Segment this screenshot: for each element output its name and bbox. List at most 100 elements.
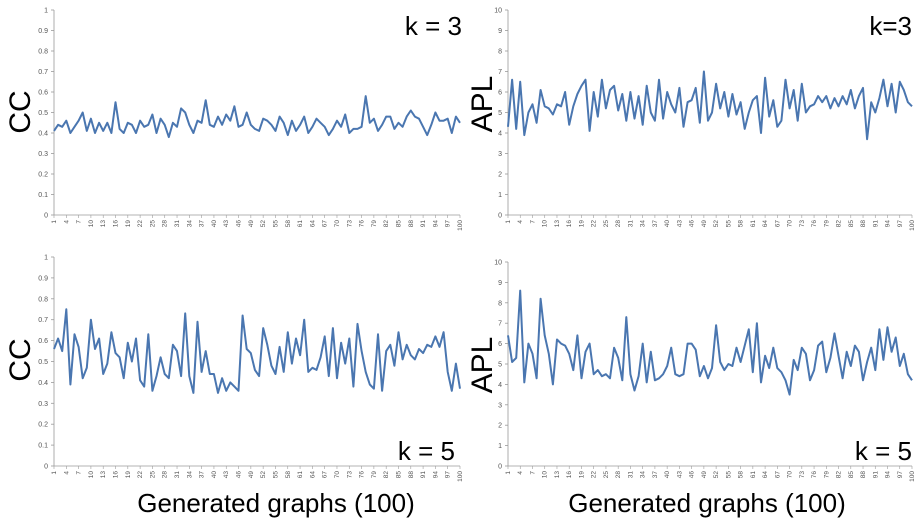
x-tick-label: 31 xyxy=(627,220,634,228)
y-tick-label: 4 xyxy=(498,131,502,138)
x-tick-label: 73 xyxy=(799,220,806,228)
x-tick-label: 16 xyxy=(566,471,573,479)
x-tick-label: 82 xyxy=(383,220,390,228)
y-tick-label: 0.2 xyxy=(38,422,48,429)
x-tick-label: 1 xyxy=(51,471,58,475)
x-tick-label: 31 xyxy=(174,220,181,228)
x-tick-label: 55 xyxy=(725,471,732,479)
x-tick-label: 46 xyxy=(689,471,696,479)
x-tick-label: 97 xyxy=(897,471,904,479)
x-tick-label: 97 xyxy=(445,471,452,479)
x-tick-label: 91 xyxy=(872,471,879,479)
x-tick-label: 49 xyxy=(701,471,708,479)
x-tick-label: 97 xyxy=(445,220,452,228)
y-tick-label: 5 xyxy=(498,110,502,117)
x-tick-label: 67 xyxy=(322,471,329,479)
y-tick-label: 1 xyxy=(44,255,48,262)
series-line xyxy=(507,289,913,396)
x-tick-label: 46 xyxy=(236,471,243,479)
y-tick-label: 9 xyxy=(498,280,502,287)
y-tick-label: 6 xyxy=(498,90,502,97)
y-tick-label: 0.8 xyxy=(38,296,48,303)
x-tick-label: 88 xyxy=(860,220,867,228)
y-tick-label: 0.3 xyxy=(38,151,48,158)
x-tick-label: 94 xyxy=(885,220,892,228)
x-tick-label: 31 xyxy=(627,471,634,479)
x-tick-label: 28 xyxy=(615,471,622,479)
y-axis-label: APL xyxy=(466,337,499,394)
x-tick-label: 52 xyxy=(260,471,267,479)
x-tick-label: 31 xyxy=(174,471,181,479)
x-tick-label: 64 xyxy=(762,471,769,479)
x-tick-label: 25 xyxy=(149,471,156,479)
x-tick-label: 22 xyxy=(137,220,144,228)
y-tick-label: 1 xyxy=(498,192,502,199)
x-tick-label: 28 xyxy=(162,471,169,479)
x-tick-label: 58 xyxy=(285,471,292,479)
x-tick-label: 73 xyxy=(799,471,806,479)
y-tick-label: 4 xyxy=(498,382,502,389)
x-tick-label: 88 xyxy=(408,471,415,479)
x-tick-label: 40 xyxy=(664,220,671,228)
y-tick-label: 0.1 xyxy=(38,443,48,450)
x-tick-label: 91 xyxy=(420,220,427,228)
x-tick-label: 1 xyxy=(51,220,58,224)
x-tick-label: 82 xyxy=(836,471,843,479)
x-tick-label: 94 xyxy=(885,471,892,479)
y-tick-label: 0.4 xyxy=(38,131,48,138)
x-tick-label: 22 xyxy=(137,471,144,479)
x-tick-label: 22 xyxy=(591,220,598,228)
x-tick-label: 91 xyxy=(872,220,879,228)
y-tick-label: 0 xyxy=(498,213,502,220)
y-tick-label: 0.7 xyxy=(38,69,48,76)
x-tick-label: 10 xyxy=(88,220,95,228)
x-tick-label: 16 xyxy=(113,471,120,479)
x-tick-label: 13 xyxy=(554,471,561,479)
y-tick-label: 0.9 xyxy=(38,28,48,35)
x-tick-label: 76 xyxy=(811,471,818,479)
x-tick-label: 43 xyxy=(676,220,683,228)
x-tick-label: 82 xyxy=(383,471,390,479)
x-tick-label: 79 xyxy=(371,471,378,479)
x-tick-label: 94 xyxy=(432,220,439,228)
x-tick-label: 58 xyxy=(285,220,292,228)
x-tick-label: 10 xyxy=(542,220,549,228)
x-tick-label: 40 xyxy=(211,220,218,228)
x-tick-label: 25 xyxy=(149,220,156,228)
x-tick-label: 67 xyxy=(774,220,781,228)
x-tick-label: 61 xyxy=(297,220,304,228)
x-tick-label: 43 xyxy=(223,471,230,479)
x-tick-label: 70 xyxy=(334,220,341,228)
x-tick-label: 88 xyxy=(860,471,867,479)
y-tick-label: 0.5 xyxy=(38,359,48,366)
x-tick-label: 55 xyxy=(272,220,279,228)
y-tick-label: 0.2 xyxy=(38,172,48,179)
x-tick-label: 76 xyxy=(359,220,366,228)
x-tick-label: 64 xyxy=(309,471,316,479)
x-tick-label: 61 xyxy=(297,471,304,479)
x-tick-label: 25 xyxy=(603,471,610,479)
y-tick-label: 0.6 xyxy=(38,90,48,97)
y-tick-label: 7 xyxy=(498,321,502,328)
x-tick-label: 67 xyxy=(322,220,329,228)
x-tick-label: 37 xyxy=(199,471,206,479)
x-tick-label: 16 xyxy=(113,220,120,228)
x-tick-label: 34 xyxy=(640,220,647,228)
y-axis-label: APL xyxy=(466,76,499,133)
x-tick-label: 79 xyxy=(371,220,378,228)
y-tick-label: 8 xyxy=(498,300,502,307)
x-tick-label: 91 xyxy=(420,471,427,479)
y-tick-label: 0.3 xyxy=(38,401,48,408)
x-tick-label: 13 xyxy=(554,220,561,228)
x-axis-label: Generated graphs (100) xyxy=(137,488,415,518)
x-tick-label: 4 xyxy=(63,471,70,475)
x-tick-label: 40 xyxy=(211,471,218,479)
x-tick-label: 43 xyxy=(223,220,230,228)
x-tick-label: 16 xyxy=(566,220,573,228)
series-line xyxy=(53,95,461,139)
x-tick-label: 40 xyxy=(664,471,671,479)
x-tick-label: 70 xyxy=(787,220,794,228)
x-tick-label: 55 xyxy=(272,471,279,479)
series-line xyxy=(53,308,461,394)
